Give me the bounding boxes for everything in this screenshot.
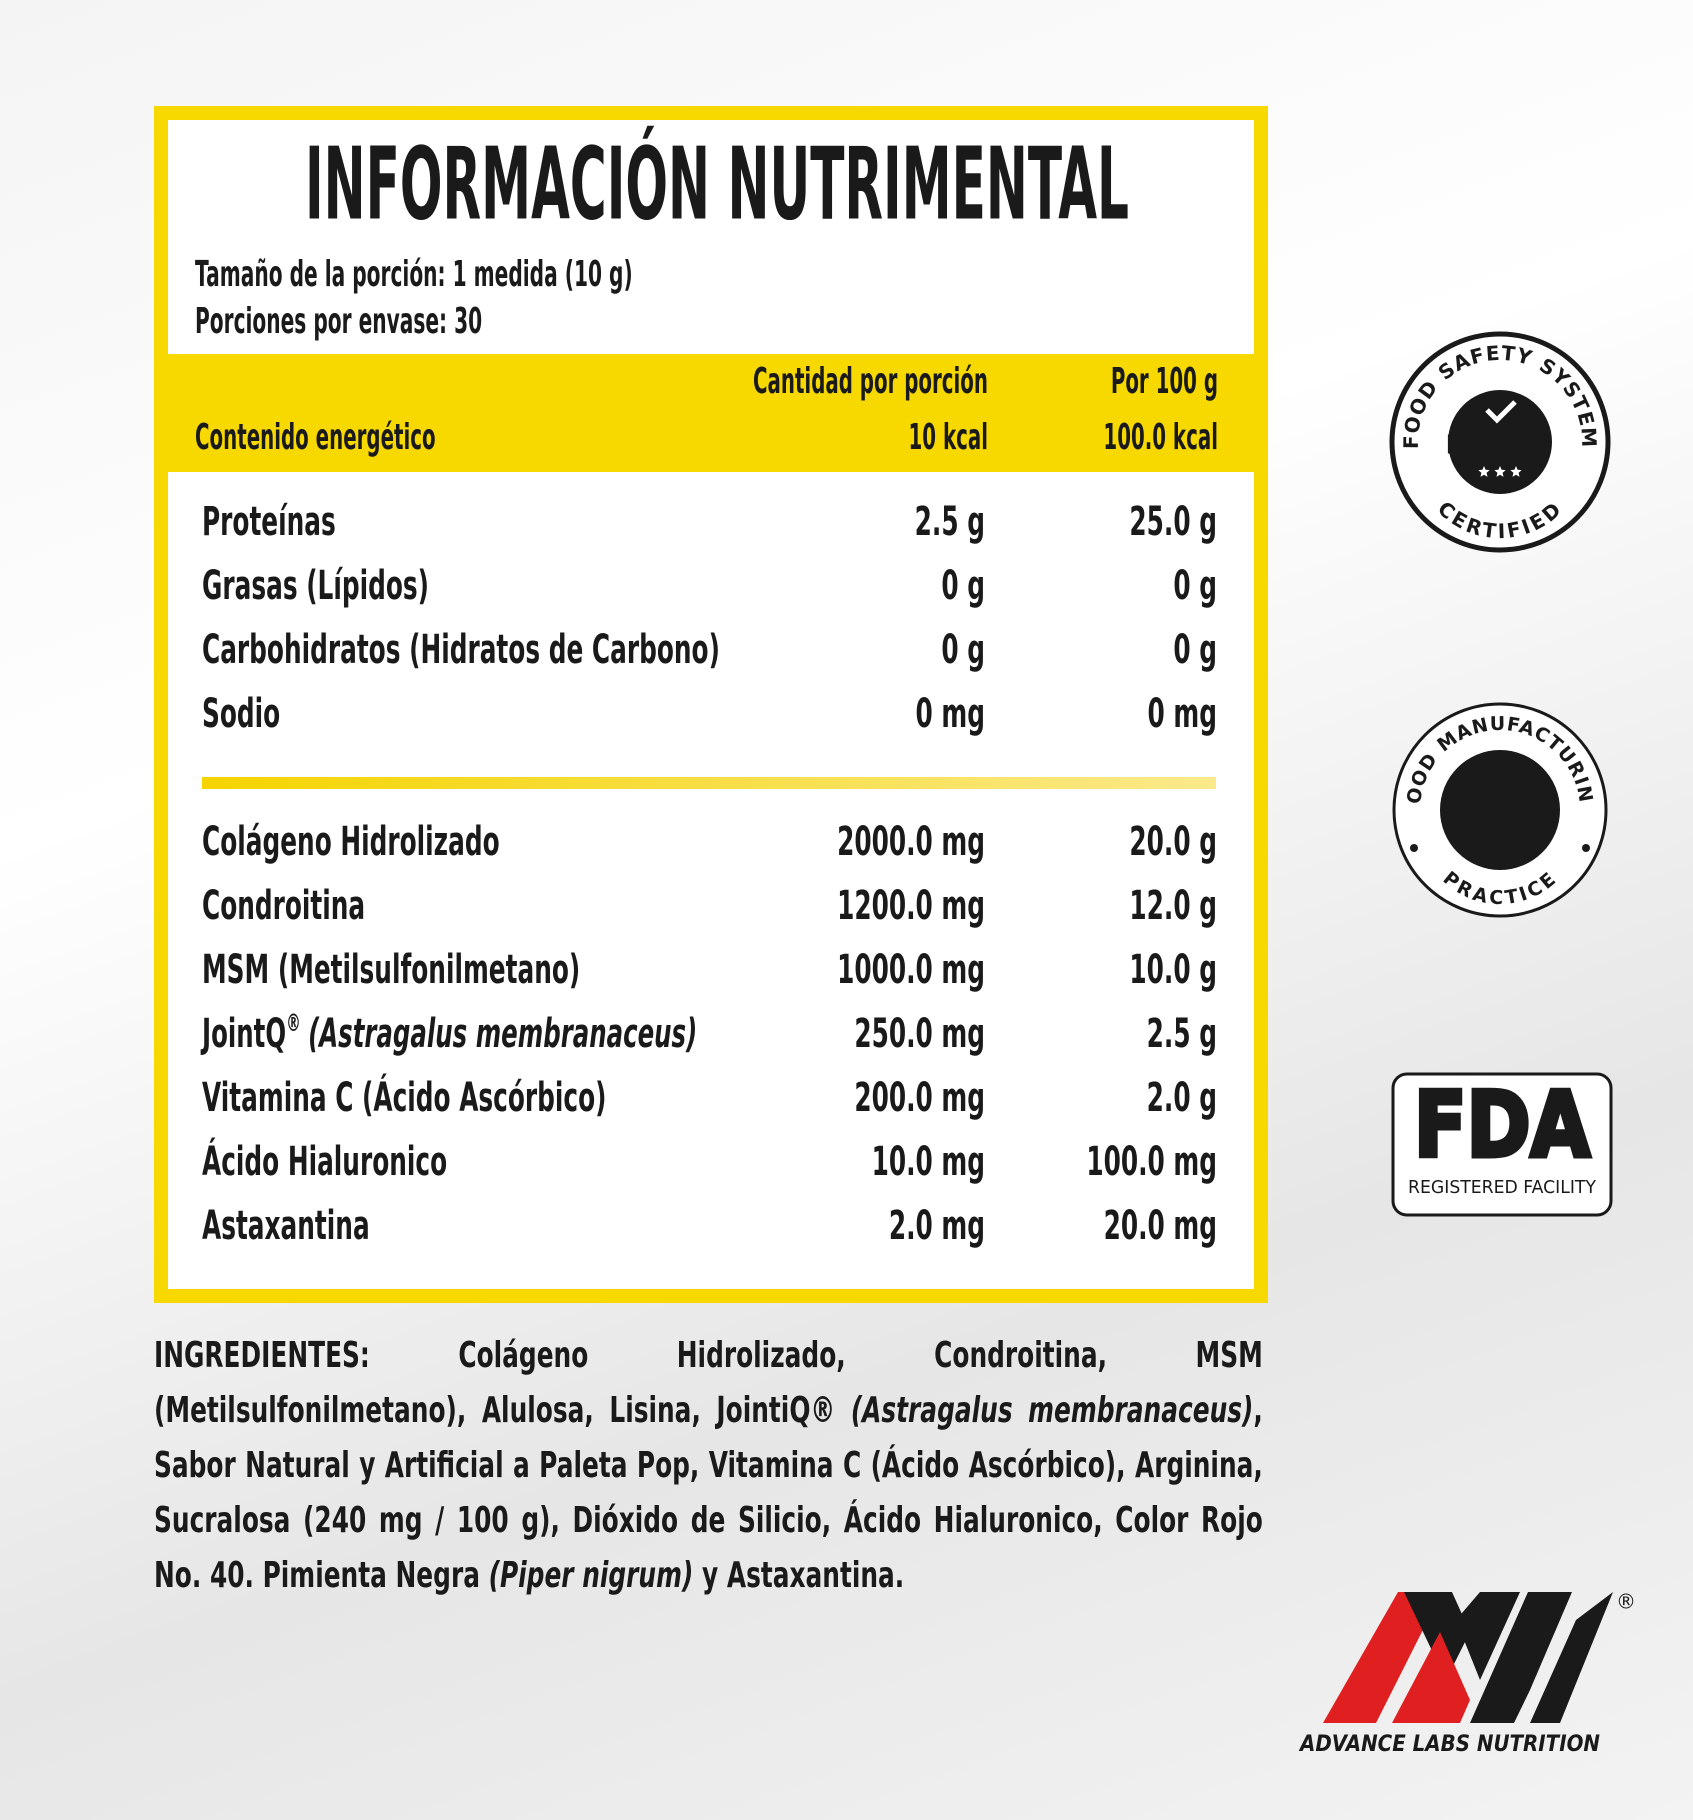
per-serving: 200.0 mg: [854, 1075, 985, 1121]
check-icon: [1485, 400, 1517, 424]
energy-serving: 10 kcal: [908, 417, 988, 458]
per-100g: 20.0 g: [1129, 819, 1217, 865]
ingredients: INGREDIENTES: Colágeno Hidrolizado, Cond…: [154, 1328, 1263, 1603]
label-text: Astaxantina: [202, 1203, 370, 1249]
per-100g: 2.0 g: [1147, 1075, 1217, 1121]
gmp-center: GMP: [1449, 775, 1551, 821]
energy-100g: 100.0 kcal: [1103, 417, 1218, 458]
label-text: MSM (Metilsulfonilmetano): [202, 947, 580, 993]
per-serving: 10.0 mg: [872, 1139, 985, 1185]
ingredient-latin: (Astragalus membranaceus): [850, 1390, 1254, 1431]
registered-mark: ®: [1616, 1590, 1636, 1614]
ingredient-latin: (Piper nigrum): [488, 1555, 694, 1596]
star: [1478, 466, 1490, 477]
row-label: MSM (Metilsulfonilmetano): [202, 947, 580, 993]
row-label: Ácido Hialuronico: [202, 1137, 447, 1185]
gmp-core: [1440, 750, 1560, 870]
logo-black: [1530, 1592, 1613, 1723]
per-100g: 12.0 g: [1129, 883, 1217, 929]
per-100g: 0 mg: [1148, 691, 1217, 737]
per-serving: 2.0 mg: [889, 1203, 985, 1249]
servings: Porciones por envase: 30: [195, 301, 482, 342]
row-label: Condroitina: [202, 883, 365, 929]
dot: [1582, 844, 1590, 852]
energy-label: Contenido energético: [195, 417, 436, 458]
row-label: Astaxantina: [202, 1203, 370, 1249]
ingredients-box: INGREDIENTES: Colágeno Hidrolizado, Cond…: [154, 1328, 1354, 1628]
table-frame: [154, 106, 1268, 1303]
per-serving: 0 g: [941, 563, 985, 609]
row-label: Carbohidratos (Hidratos de Carbono): [202, 627, 720, 673]
fda-badge: [1391, 1072, 1613, 1217]
per-100g: 0 g: [1173, 627, 1217, 673]
per-serving: 2000.0 mg: [837, 819, 985, 865]
star: [1510, 466, 1522, 477]
fda-logo: FDA: [1414, 1073, 1590, 1178]
superscript: ®: [286, 1009, 301, 1037]
per-serving: 250.0 mg: [854, 1011, 985, 1057]
serving-size: Tamaño de la porción: 1 medida (10 g): [195, 254, 633, 295]
fda-caption: REGISTERED FACILITY: [1408, 1177, 1597, 1198]
label-text: Sodio: [202, 691, 280, 737]
per-serving: 1000.0 mg: [837, 947, 985, 993]
label-text: Condroitina: [202, 883, 365, 929]
per-100g: 25.0 g: [1129, 499, 1217, 545]
title: INFORMACIÓN NUTRIMENTAL: [305, 125, 1129, 242]
per-serving: 0 g: [941, 627, 985, 673]
column-header: Por 100 g: [1111, 361, 1218, 402]
latin-name: (Astragalus membranaceus): [308, 1011, 697, 1057]
row-label: JointQ®(Astragalus membranaceus): [200, 1009, 697, 1057]
per-serving: 0 mg: [916, 691, 985, 737]
label-text: Colágeno Hidrolizado: [202, 819, 500, 865]
haccp-center: HACCP: [1445, 431, 1554, 461]
row-label: Proteínas: [202, 499, 336, 545]
label-text: Grasas (Lípidos): [202, 563, 429, 609]
label-text: Vitamina C (Ácido Ascórbico): [202, 1073, 606, 1121]
header-band: [168, 354, 1254, 472]
divider: [202, 777, 1216, 789]
brand-name: ADVANCE LABS NUTRITION: [1298, 1732, 1600, 1757]
row-label: Grasas (Lípidos): [202, 563, 429, 609]
star: [1494, 466, 1506, 477]
logo-red: [1323, 1592, 1442, 1723]
row-label: Sodio: [202, 691, 280, 737]
label-text: JointQ: [200, 1011, 286, 1057]
label-text: Ácido Hialuronico: [202, 1137, 447, 1185]
logo-black: [1404, 1592, 1470, 1680]
per-100g: 20.0 mg: [1104, 1203, 1217, 1249]
per-100g: 100.0 mg: [1086, 1139, 1217, 1185]
per-serving: 2.5 g: [915, 499, 985, 545]
per-serving: 1200.0 mg: [837, 883, 985, 929]
haccp-core: [1448, 390, 1552, 494]
per-100g: 2.5 g: [1147, 1011, 1217, 1057]
logo-black: [1470, 1592, 1572, 1723]
gmp-sub: CERTIFIED: [1456, 826, 1543, 846]
row-label: Vitamina C (Ácido Ascórbico): [202, 1073, 606, 1121]
logo-red: [1392, 1632, 1470, 1723]
row-label: Colágeno Hidrolizado: [202, 819, 500, 865]
logo-black: [1456, 1592, 1520, 1680]
ingredient-text: y Astaxantina.: [693, 1555, 905, 1596]
dot: [1410, 844, 1418, 852]
per-100g: 10.0 g: [1129, 947, 1217, 993]
column-header: Cantidad por porción: [753, 361, 988, 402]
per-100g: 0 g: [1173, 563, 1217, 609]
ingredient-text: , Sabor Natural y Artificial a Paleta Po…: [154, 1390, 1263, 1596]
label-text: Proteínas: [202, 499, 336, 545]
ingredient-text: INGREDIENTES: Colágeno Hidrolizado, Cond…: [154, 1335, 1263, 1431]
label-text: Carbohidratos (Hidratos de Carbono): [202, 627, 720, 673]
